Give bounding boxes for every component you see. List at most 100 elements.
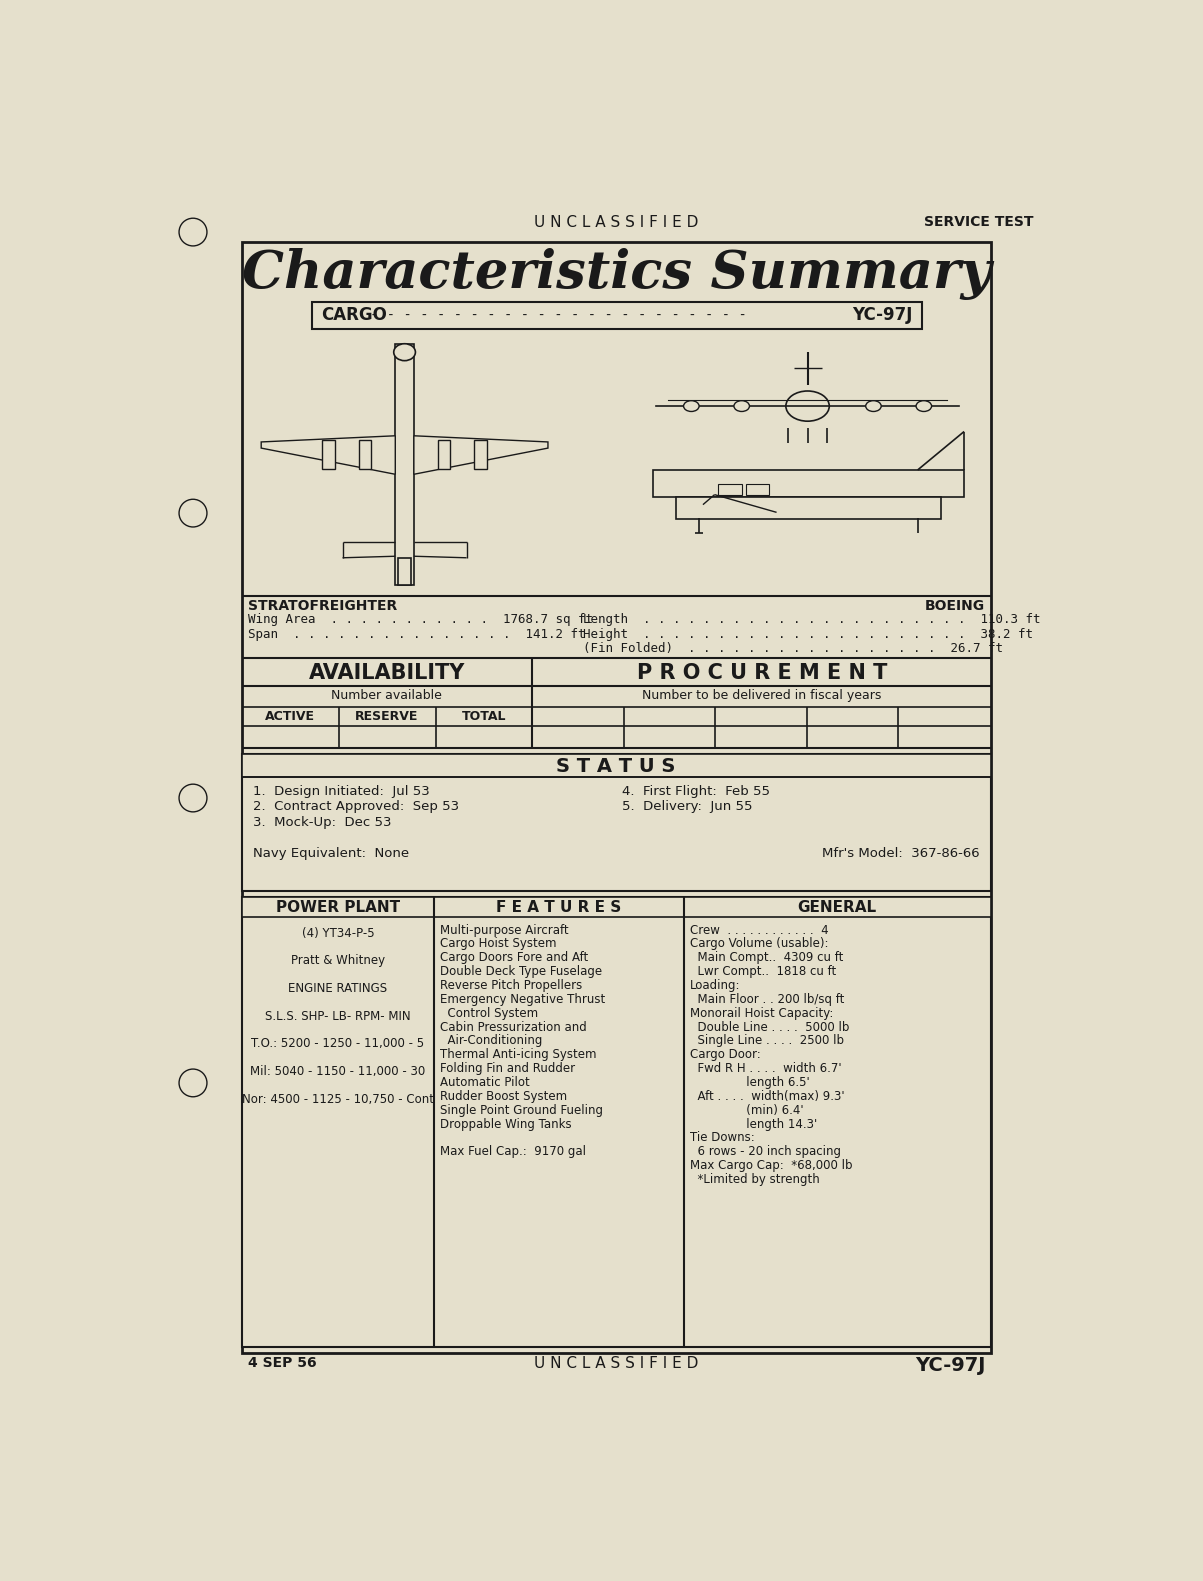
Text: - - - - - - - - - - - - - - - - - - - - - - -: - - - - - - - - - - - - - - - - - - - - … xyxy=(369,308,747,323)
Bar xyxy=(718,484,742,495)
Bar xyxy=(438,440,450,470)
Bar xyxy=(652,470,964,496)
Text: Cargo Doors Fore and Aft: Cargo Doors Fore and Aft xyxy=(440,952,588,964)
Text: YC-97J: YC-97J xyxy=(852,307,912,324)
Text: Double Line . . . .  5000 lb: Double Line . . . . 5000 lb xyxy=(689,1021,849,1034)
Text: Folding Fin and Rudder: Folding Fin and Rudder xyxy=(440,1062,575,1075)
Text: Reverse Pitch Propellers: Reverse Pitch Propellers xyxy=(440,979,582,991)
Text: Single Point Ground Fueling: Single Point Ground Fueling xyxy=(440,1104,603,1116)
Text: CARGO: CARGO xyxy=(321,307,386,324)
Text: Wing Area  . . . . . . . . . . .  1768.7 sq ft: Wing Area . . . . . . . . . . . 1768.7 s… xyxy=(248,613,593,626)
Bar xyxy=(242,754,991,892)
Bar xyxy=(683,898,991,917)
Text: SERVICE TEST: SERVICE TEST xyxy=(924,215,1033,229)
Bar xyxy=(322,440,334,470)
Ellipse shape xyxy=(683,400,699,411)
Circle shape xyxy=(179,784,207,813)
Text: Automatic Pilot: Automatic Pilot xyxy=(440,1077,531,1089)
Text: U N C L A S S I F I E D: U N C L A S S I F I E D xyxy=(534,1356,698,1371)
Text: Thermal Anti-icing System: Thermal Anti-icing System xyxy=(440,1048,597,1061)
Circle shape xyxy=(179,218,207,247)
Circle shape xyxy=(179,1069,207,1097)
Text: *Limited by strength: *Limited by strength xyxy=(689,1173,819,1186)
Text: Droppable Wing Tanks: Droppable Wing Tanks xyxy=(440,1118,571,1130)
Ellipse shape xyxy=(786,391,829,421)
Text: 6 rows - 20 inch spacing: 6 rows - 20 inch spacing xyxy=(689,1145,841,1159)
Ellipse shape xyxy=(915,400,931,411)
Text: Lwr Compt..  1818 cu ft: Lwr Compt.. 1818 cu ft xyxy=(689,964,836,979)
Text: Max Cargo Cap:  *68,000 lb: Max Cargo Cap: *68,000 lb xyxy=(689,1159,852,1172)
Bar xyxy=(358,440,372,470)
Text: TOTAL: TOTAL xyxy=(462,710,506,723)
Text: Single Line . . . .  2500 lb: Single Line . . . . 2500 lb xyxy=(689,1034,843,1047)
Text: POWER PLANT: POWER PLANT xyxy=(275,901,399,915)
Text: Cargo Volume (usable):: Cargo Volume (usable): xyxy=(689,938,829,950)
Text: Monorail Hoist Capacity:: Monorail Hoist Capacity: xyxy=(689,1007,834,1020)
Bar xyxy=(676,496,941,519)
Text: Main Floor . . 200 lb/sq ft: Main Floor . . 200 lb/sq ft xyxy=(689,993,845,1006)
Bar xyxy=(746,484,769,495)
Ellipse shape xyxy=(734,400,749,411)
Text: Nor: 4500 - 1125 - 10,750 - Cont: Nor: 4500 - 1125 - 10,750 - Cont xyxy=(242,1092,434,1107)
Text: Mil: 5040 - 1150 - 11,000 - 30: Mil: 5040 - 1150 - 11,000 - 30 xyxy=(250,1066,426,1078)
Text: Max Fuel Cap.:  9170 gal: Max Fuel Cap.: 9170 gal xyxy=(440,1145,586,1159)
Circle shape xyxy=(179,500,207,526)
Text: Crew  . . . . . . . . . . . .  4: Crew . . . . . . . . . . . . 4 xyxy=(689,923,829,936)
Text: Navy Equivalent:  None: Navy Equivalent: None xyxy=(254,846,409,860)
Text: RESERVE: RESERVE xyxy=(355,710,419,723)
Text: 2.  Contract Approved:  Sep 53: 2. Contract Approved: Sep 53 xyxy=(254,800,460,813)
Text: Number to be delivered in fiscal years: Number to be delivered in fiscal years xyxy=(642,689,882,702)
Text: ENGINE RATINGS: ENGINE RATINGS xyxy=(289,982,387,994)
Text: U N C L A S S I F I E D: U N C L A S S I F I E D xyxy=(534,215,698,229)
Text: STRATOFREIGHTER: STRATOFREIGHTER xyxy=(248,599,397,613)
Text: T.O.: 5200 - 1250 - 11,000 - 5: T.O.: 5200 - 1250 - 11,000 - 5 xyxy=(251,1037,425,1050)
Text: 5.  Delivery:  Jun 55: 5. Delivery: Jun 55 xyxy=(622,800,752,813)
Text: Cargo Hoist System: Cargo Hoist System xyxy=(440,938,557,950)
Polygon shape xyxy=(414,436,547,474)
Bar xyxy=(312,302,921,329)
Text: 4 SEP 56: 4 SEP 56 xyxy=(248,1356,316,1371)
Bar xyxy=(398,558,410,585)
Text: P R O C U R E M E N T: P R O C U R E M E N T xyxy=(636,662,887,683)
Text: Length  . . . . . . . . . . . . . . . . . . . . . .  110.3 ft: Length . . . . . . . . . . . . . . . . .… xyxy=(582,613,1041,626)
Bar xyxy=(474,440,487,470)
Text: Cargo Door:: Cargo Door: xyxy=(689,1048,760,1061)
Polygon shape xyxy=(261,436,396,474)
Bar xyxy=(434,898,683,917)
Text: Double Deck Type Fuselage: Double Deck Type Fuselage xyxy=(440,964,603,979)
Text: GENERAL: GENERAL xyxy=(798,901,877,915)
Text: (Fin Folded)  . . . . . . . . . . . . . . . . .  26.7 ft: (Fin Folded) . . . . . . . . . . . . . .… xyxy=(582,642,1003,656)
Bar xyxy=(242,898,991,1347)
Text: Air-Conditioning: Air-Conditioning xyxy=(440,1034,543,1047)
Text: Pratt & Whitney: Pratt & Whitney xyxy=(291,955,385,968)
Text: Fwd R H . . . .  width 6.7': Fwd R H . . . . width 6.7' xyxy=(689,1062,841,1075)
Text: AVAILABILITY: AVAILABILITY xyxy=(308,662,464,683)
Text: Tie Downs:: Tie Downs: xyxy=(689,1132,754,1145)
Ellipse shape xyxy=(866,400,882,411)
Text: F E A T U R E S: F E A T U R E S xyxy=(496,901,622,915)
Text: Aft . . . .  width(max) 9.3': Aft . . . . width(max) 9.3' xyxy=(689,1089,845,1104)
Text: BOEING: BOEING xyxy=(925,599,985,613)
Text: Emergency Negative Thrust: Emergency Negative Thrust xyxy=(440,993,605,1006)
Bar xyxy=(396,345,414,585)
Bar xyxy=(242,754,991,778)
Text: Control System: Control System xyxy=(440,1007,539,1020)
Text: (min) 6.4': (min) 6.4' xyxy=(689,1104,804,1116)
Text: 1.  Design Initiated:  Jul 53: 1. Design Initiated: Jul 53 xyxy=(254,784,431,798)
Text: S T A T U S: S T A T U S xyxy=(557,757,676,776)
Text: Span  . . . . . . . . . . . . . . .  141.2 ft: Span . . . . . . . . . . . . . . . 141.2… xyxy=(248,628,586,640)
Text: Multi-purpose Aircraft: Multi-purpose Aircraft xyxy=(440,923,569,936)
Text: Number available: Number available xyxy=(331,689,443,702)
Text: 4.  First Flight:  Feb 55: 4. First Flight: Feb 55 xyxy=(622,784,770,798)
Text: length 6.5': length 6.5' xyxy=(689,1077,810,1089)
Text: 3.  Mock-Up:  Dec 53: 3. Mock-Up: Dec 53 xyxy=(254,816,392,828)
Text: Rudder Boost System: Rudder Boost System xyxy=(440,1089,568,1104)
Text: Main Compt..  4309 cu ft: Main Compt.. 4309 cu ft xyxy=(689,952,843,964)
Text: Loading:: Loading: xyxy=(689,979,740,991)
Text: ACTIVE: ACTIVE xyxy=(265,710,315,723)
Text: Cabin Pressurization and: Cabin Pressurization and xyxy=(440,1021,587,1034)
Bar xyxy=(242,898,434,917)
Text: Characteristics Summary: Characteristics Summary xyxy=(242,248,991,300)
Text: YC-97J: YC-97J xyxy=(914,1356,985,1375)
Text: (4) YT34-P-5: (4) YT34-P-5 xyxy=(302,926,374,939)
